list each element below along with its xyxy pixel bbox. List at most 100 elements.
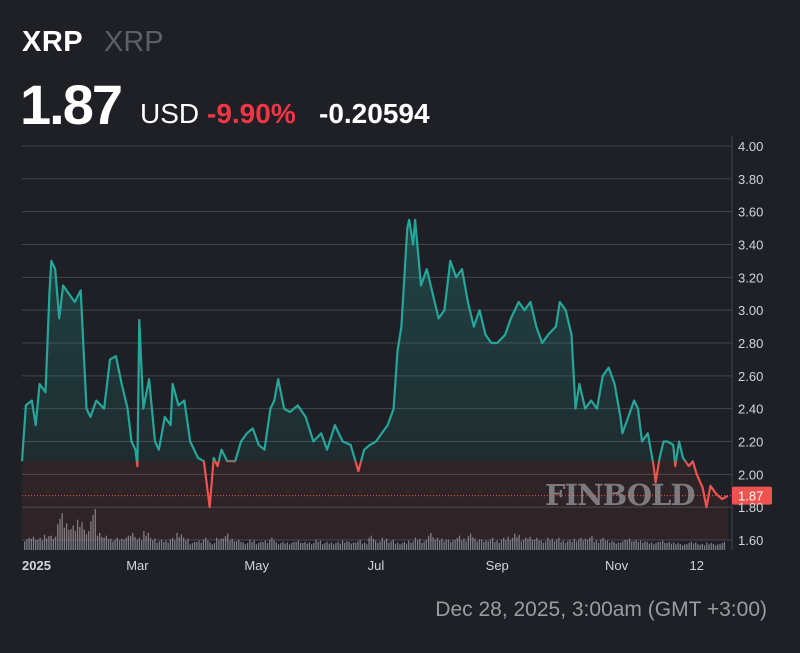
volume-bar	[59, 518, 61, 550]
volume-bar	[414, 537, 417, 550]
volume-bar	[439, 540, 441, 550]
volume-bar	[571, 542, 573, 550]
x-tick-label: Mar	[126, 558, 149, 573]
symbol-ticker: XRP	[22, 26, 84, 58]
volume-bar	[233, 541, 236, 550]
volume-bar	[282, 541, 284, 550]
volume-bar	[107, 538, 110, 550]
volume-bar	[511, 537, 514, 550]
symbol-name: XRP	[104, 26, 164, 58]
volume-bar	[363, 542, 366, 550]
volume-bar	[187, 538, 189, 550]
volume-bar	[361, 543, 364, 550]
volume-bar	[525, 537, 527, 550]
volume-bar	[152, 540, 154, 550]
volume-bar	[255, 544, 258, 550]
volume-bar	[712, 543, 715, 550]
volume-bar	[167, 542, 169, 550]
volume-bar	[408, 540, 410, 550]
volume-bar	[381, 537, 383, 550]
volume-bar	[372, 538, 375, 550]
volume-bar	[589, 537, 591, 550]
volume-bar	[46, 538, 48, 550]
x-tick-label: Nov	[605, 558, 629, 573]
volume-bar	[218, 540, 220, 550]
volume-bar	[306, 543, 308, 550]
volume-bar	[673, 542, 675, 550]
y-tick-label: 2.60	[738, 369, 763, 384]
volume-bar	[297, 540, 300, 550]
volume-bar	[613, 541, 615, 550]
volume-bar	[251, 542, 253, 550]
volume-bar	[650, 542, 653, 550]
volume-bar	[692, 543, 695, 550]
volume-bar	[518, 534, 520, 550]
x-tick-label: 2025	[22, 558, 51, 573]
volume-bar	[269, 539, 271, 550]
volume-bar	[244, 544, 247, 550]
volume-bar	[467, 536, 470, 550]
volume-bar	[158, 541, 160, 550]
volume-bar	[564, 542, 567, 550]
volume-bar	[99, 532, 101, 550]
volume-bar	[182, 537, 185, 550]
volume-bar	[200, 542, 202, 550]
y-tick-label: 3.60	[738, 205, 763, 220]
volume-bar	[487, 541, 489, 550]
volume-bar	[370, 535, 372, 550]
volume-bar	[308, 542, 311, 550]
volume-bar	[138, 537, 141, 550]
volume-bar	[461, 540, 463, 550]
y-tick-label: 3.20	[738, 270, 763, 285]
volume-bar	[549, 540, 551, 550]
volume-bar	[602, 537, 604, 550]
volume-bar	[386, 538, 388, 550]
currency-label: USD	[140, 98, 200, 129]
volume-bar	[178, 537, 180, 550]
volume-bar	[313, 543, 315, 550]
volume-bar	[81, 522, 83, 550]
volume-bar	[136, 539, 138, 550]
volume-bar	[317, 542, 319, 550]
volume-bar	[366, 544, 368, 550]
volume-bar	[231, 538, 233, 550]
x-tick-label: Jul	[368, 558, 385, 573]
volume-bar	[492, 537, 494, 550]
volume-bar	[145, 535, 147, 550]
volume-bar	[43, 534, 46, 550]
volume-bar	[171, 537, 174, 550]
volume-bar	[350, 543, 353, 550]
volume-bar	[185, 540, 187, 550]
volume-bar	[273, 540, 275, 550]
y-tick-label: 4.00	[738, 139, 763, 154]
volume-bar	[520, 541, 522, 550]
volume-bar	[344, 542, 346, 550]
volume-bar	[348, 541, 350, 550]
volume-bar	[319, 540, 322, 550]
volume-bar	[24, 541, 26, 550]
volume-bar	[531, 539, 534, 550]
volume-bar	[452, 540, 454, 550]
volume-bar	[419, 538, 421, 550]
volume-bar	[72, 525, 74, 550]
volume-bar	[505, 540, 507, 550]
volume-bar	[207, 540, 209, 550]
volume-bar	[227, 533, 229, 550]
volume-bar	[556, 539, 558, 550]
volume-bar	[450, 542, 452, 550]
volume-bar	[280, 543, 282, 550]
y-tick-label: 2.20	[738, 435, 763, 450]
volume-bar	[129, 535, 132, 550]
volume-bar	[169, 539, 171, 550]
volume-bar	[322, 544, 324, 550]
volume-bar	[593, 542, 595, 550]
volume-bar	[560, 542, 562, 550]
volume-bar	[447, 539, 450, 550]
volume-bar	[383, 540, 386, 550]
volume-bar	[110, 538, 112, 550]
volume-bar	[163, 542, 165, 550]
volume-bar	[527, 538, 529, 550]
volume-bar	[249, 539, 251, 550]
volume-bar	[421, 542, 423, 550]
volume-bar	[213, 543, 216, 550]
